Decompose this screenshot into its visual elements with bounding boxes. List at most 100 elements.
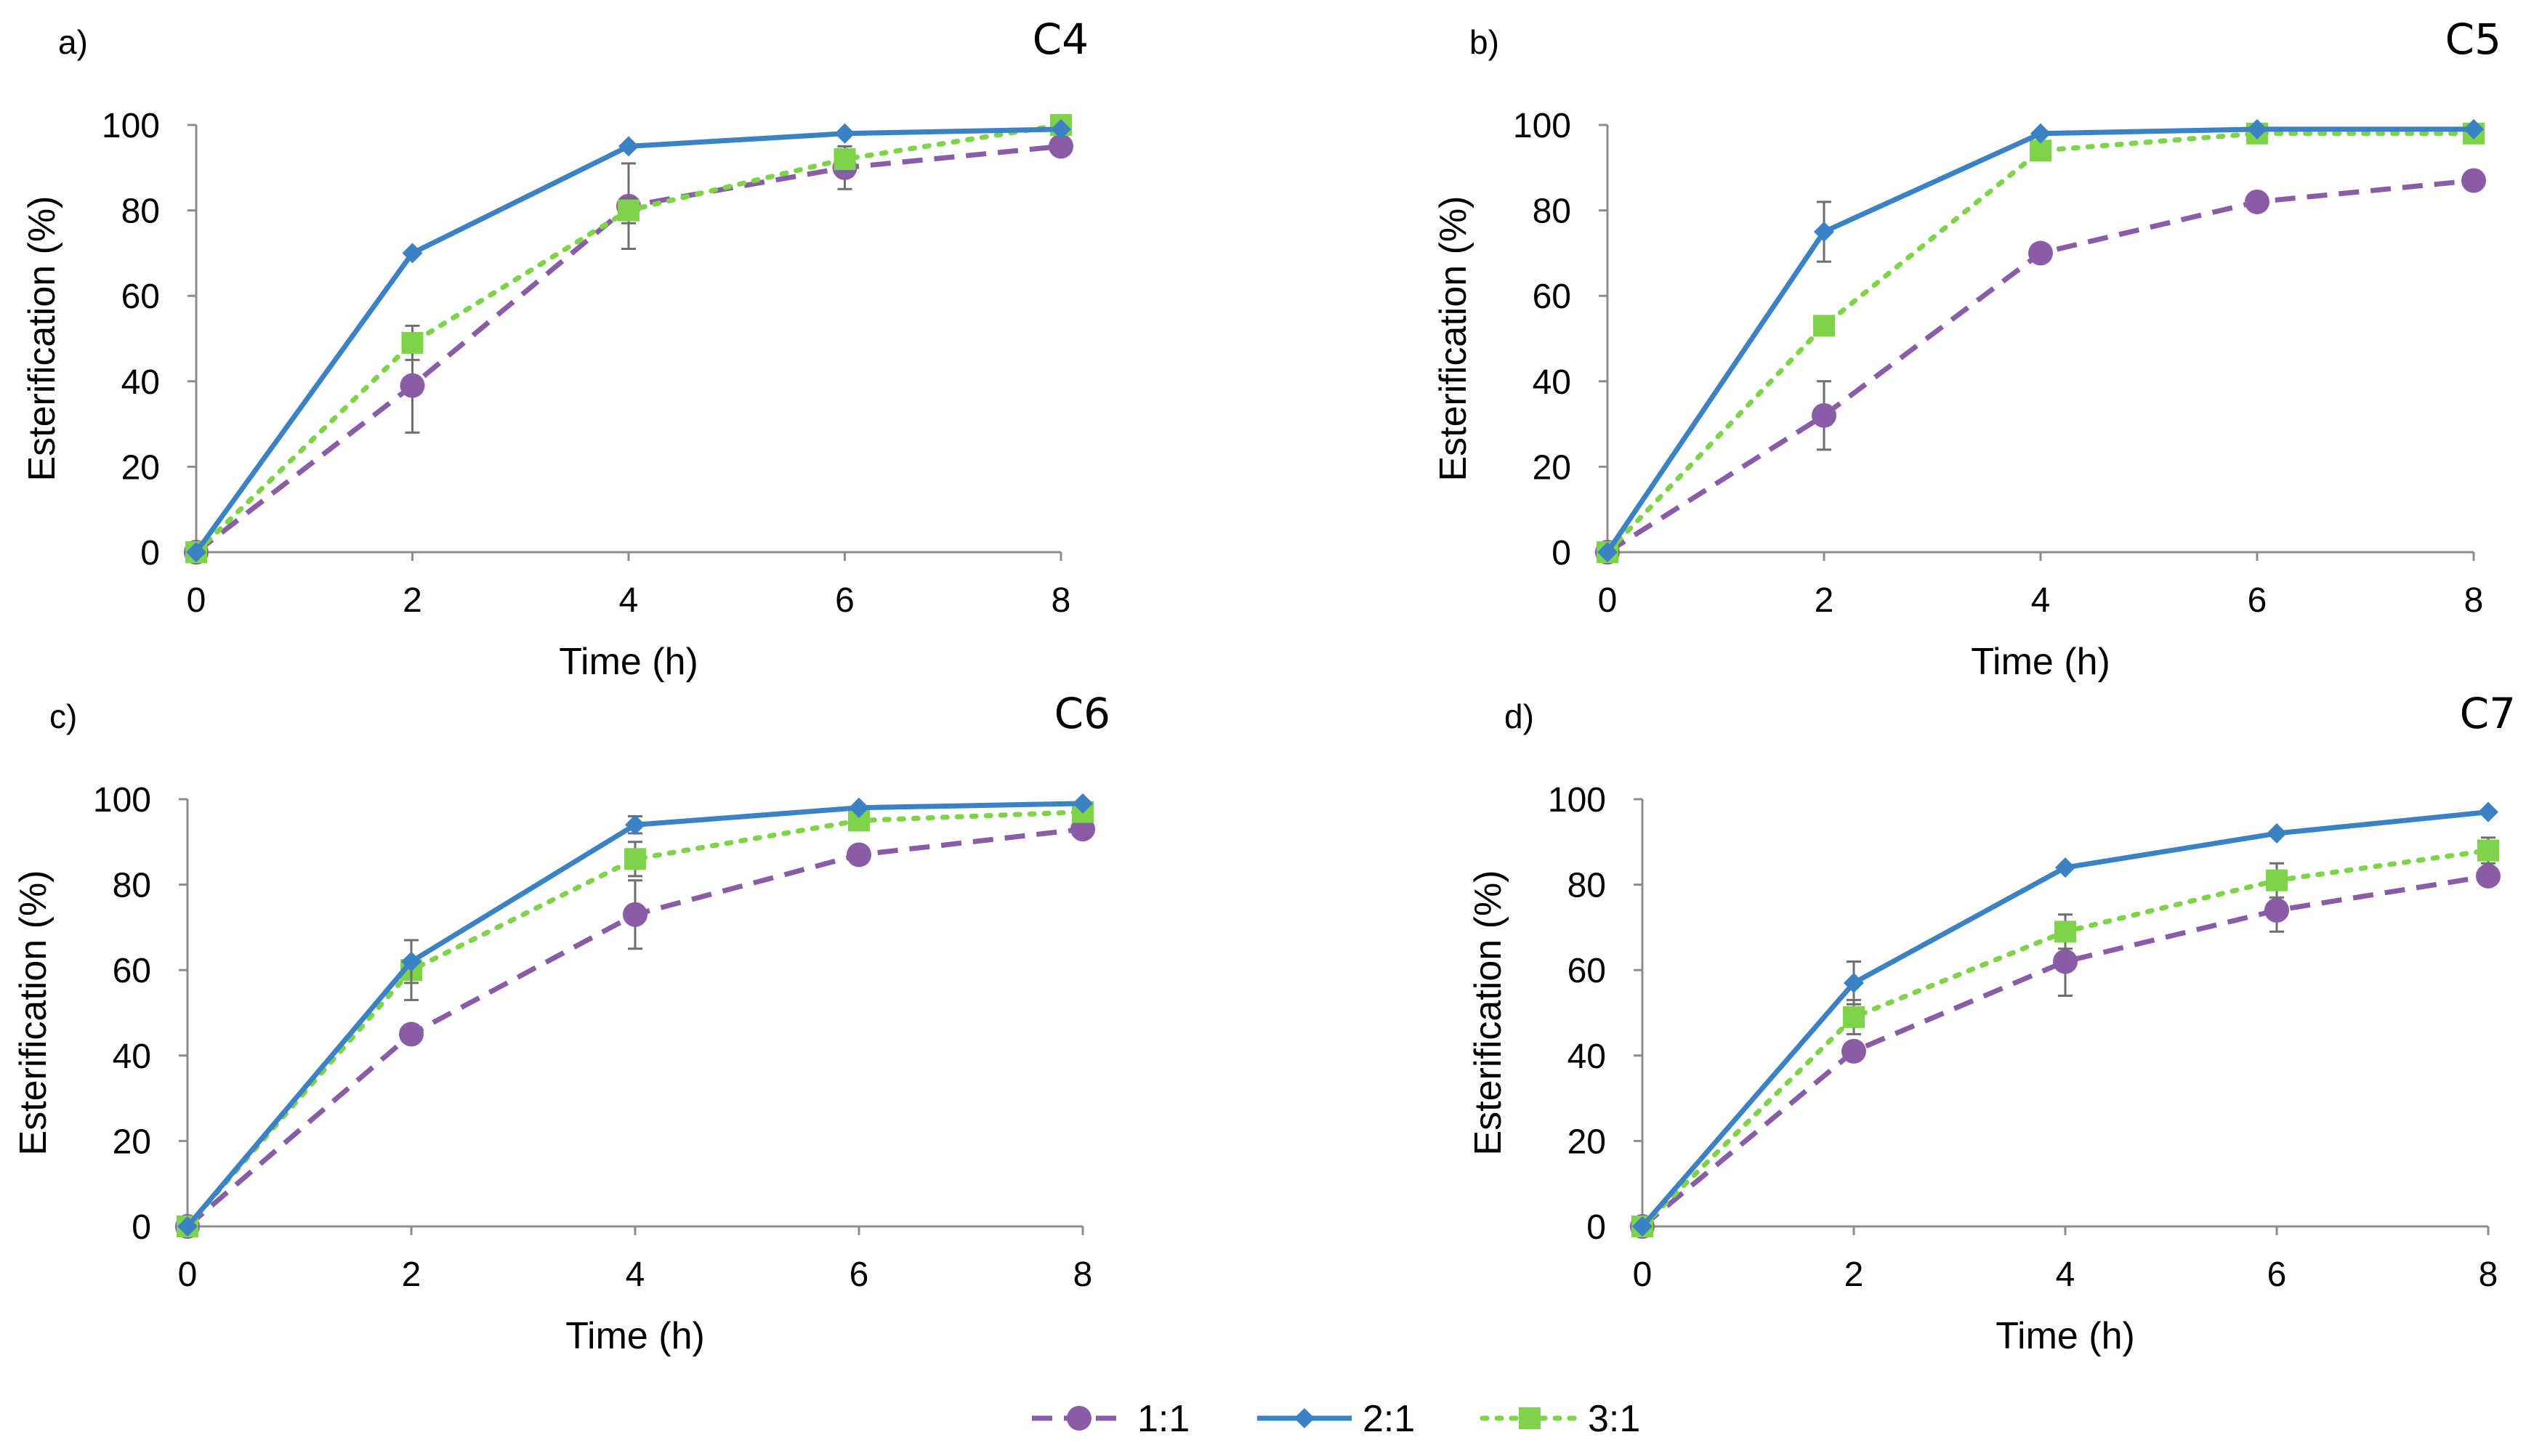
x-tick-label: 6 bbox=[2248, 581, 2267, 620]
series-3:1 bbox=[1597, 122, 2485, 563]
y-tick-label: 0 bbox=[1586, 1208, 1606, 1247]
data-point bbox=[1051, 118, 1071, 139]
y-tick-label: 80 bbox=[1533, 193, 1571, 231]
y-tick-label: 100 bbox=[93, 781, 151, 820]
y-axis-label: Esterification (%) bbox=[1467, 870, 1509, 1156]
data-point bbox=[1049, 134, 1073, 159]
series-1:1 bbox=[1595, 168, 2486, 565]
legend-item-3:1: 3:1 bbox=[1480, 1398, 1640, 1440]
legend-marker bbox=[1519, 1407, 1541, 1429]
chart-title: C5 bbox=[2445, 15, 2501, 64]
data-point bbox=[2054, 921, 2076, 943]
series-line bbox=[185, 809, 1086, 1229]
data-point bbox=[2030, 123, 2051, 144]
legend-marker bbox=[1294, 1408, 1315, 1428]
x-tick-label: 0 bbox=[187, 581, 206, 620]
x-tick-label: 2 bbox=[403, 581, 422, 620]
legend-item-1:1: 1:1 bbox=[1032, 1398, 1190, 1440]
data-point bbox=[399, 1022, 424, 1047]
x-tick-label: 4 bbox=[626, 1255, 645, 1294]
y-tick-label: 80 bbox=[1567, 867, 1606, 905]
data-point bbox=[1814, 222, 1834, 242]
y-tick-label: 100 bbox=[1513, 107, 1571, 145]
data-point bbox=[402, 243, 423, 264]
series-line bbox=[1606, 177, 2474, 554]
data-point bbox=[834, 148, 856, 171]
x-tick-label: 4 bbox=[2056, 1255, 2075, 1294]
x-tick-label: 8 bbox=[1073, 1255, 1093, 1294]
y-tick-label: 80 bbox=[113, 867, 151, 905]
y-tick-label: 100 bbox=[1548, 781, 1606, 820]
x-tick-label: 8 bbox=[1052, 581, 1071, 620]
data-point bbox=[625, 814, 645, 836]
y-tick-label: 20 bbox=[121, 448, 160, 487]
data-point bbox=[1073, 793, 1093, 814]
data-point bbox=[177, 1216, 198, 1237]
x-axis-label: Time (h) bbox=[559, 641, 698, 683]
y-axis-label: Esterification (%) bbox=[1432, 196, 1474, 482]
chart-title: C7 bbox=[2460, 689, 2516, 738]
chart-title: C6 bbox=[1054, 689, 1110, 738]
data-point bbox=[623, 902, 647, 927]
data-point bbox=[1813, 315, 1835, 337]
y-tick-label: 0 bbox=[1551, 534, 1571, 573]
x-tick-label: 4 bbox=[619, 581, 639, 620]
legend-item-2:1: 2:1 bbox=[1257, 1398, 1415, 1440]
chart-panel-0: a) C4 0 20 40 60 80 100 0 2 4 6 8 Time (h) Esterificat… bbox=[21, 15, 1089, 683]
data-point bbox=[1070, 817, 1095, 842]
data-point bbox=[2267, 823, 2287, 844]
data-point bbox=[400, 373, 425, 398]
data-point bbox=[847, 842, 871, 867]
y-tick-label: 0 bbox=[132, 1208, 151, 1247]
data-point bbox=[834, 123, 855, 144]
data-point bbox=[2477, 839, 2499, 862]
data-point bbox=[401, 951, 421, 972]
series-3:1 bbox=[185, 114, 1072, 563]
series-line bbox=[1639, 848, 2491, 1229]
series-2:1 bbox=[1597, 118, 2484, 562]
legend-label: 3:1 bbox=[1588, 1398, 1640, 1440]
y-tick-label: 80 bbox=[121, 193, 160, 231]
data-point bbox=[401, 331, 424, 354]
legend-label: 2:1 bbox=[1363, 1398, 1415, 1440]
data-point bbox=[2055, 857, 2075, 878]
series-1:1 bbox=[175, 817, 1095, 1239]
x-tick-label: 4 bbox=[2031, 581, 2051, 620]
data-point bbox=[2247, 118, 2267, 139]
x-tick-label: 6 bbox=[835, 581, 855, 620]
data-point bbox=[1597, 542, 1618, 562]
data-point bbox=[2245, 189, 2269, 214]
data-point bbox=[2464, 118, 2484, 139]
data-point bbox=[2028, 240, 2053, 266]
x-tick-label: 0 bbox=[1633, 1255, 1653, 1294]
x-tick-label: 8 bbox=[2479, 1255, 2498, 1294]
y-tick-label: 100 bbox=[102, 107, 160, 145]
data-point bbox=[849, 797, 869, 818]
data-point bbox=[2461, 168, 2486, 193]
y-tick-label: 20 bbox=[1533, 448, 1571, 487]
data-point bbox=[2476, 863, 2501, 889]
data-point bbox=[1844, 972, 1864, 993]
data-point bbox=[2053, 949, 2078, 974]
chart-panel-3: d) C7 0 20 40 60 80 100 0 2 4 6 8 Time (h) Esterificat… bbox=[1467, 689, 2516, 1357]
data-point bbox=[2266, 869, 2288, 891]
series-3:1 bbox=[177, 801, 1094, 1237]
x-tick-label: 2 bbox=[1844, 1255, 1864, 1294]
data-point bbox=[1843, 1006, 1865, 1028]
x-axis-label: Time (h) bbox=[1971, 641, 2110, 683]
data-point bbox=[624, 848, 646, 870]
y-tick-label: 20 bbox=[113, 1123, 151, 1161]
series-line bbox=[1605, 131, 2477, 555]
y-tick-label: 60 bbox=[1533, 278, 1571, 316]
legend-marker bbox=[1067, 1406, 1091, 1431]
x-axis-label: Time (h) bbox=[1996, 1315, 2135, 1357]
series-3:1 bbox=[1631, 836, 2499, 1237]
y-tick-label: 40 bbox=[121, 363, 160, 402]
x-tick-label: 6 bbox=[850, 1255, 869, 1294]
x-tick-label: 0 bbox=[1598, 581, 1618, 620]
x-tick-label: 2 bbox=[402, 1255, 421, 1294]
series-2:1 bbox=[177, 793, 1093, 1237]
chart-panel-1: b) C5 0 20 40 60 80 100 0 2 4 6 8 Time (h) Esterificat… bbox=[1432, 15, 2501, 683]
y-tick-label: 60 bbox=[121, 278, 160, 316]
